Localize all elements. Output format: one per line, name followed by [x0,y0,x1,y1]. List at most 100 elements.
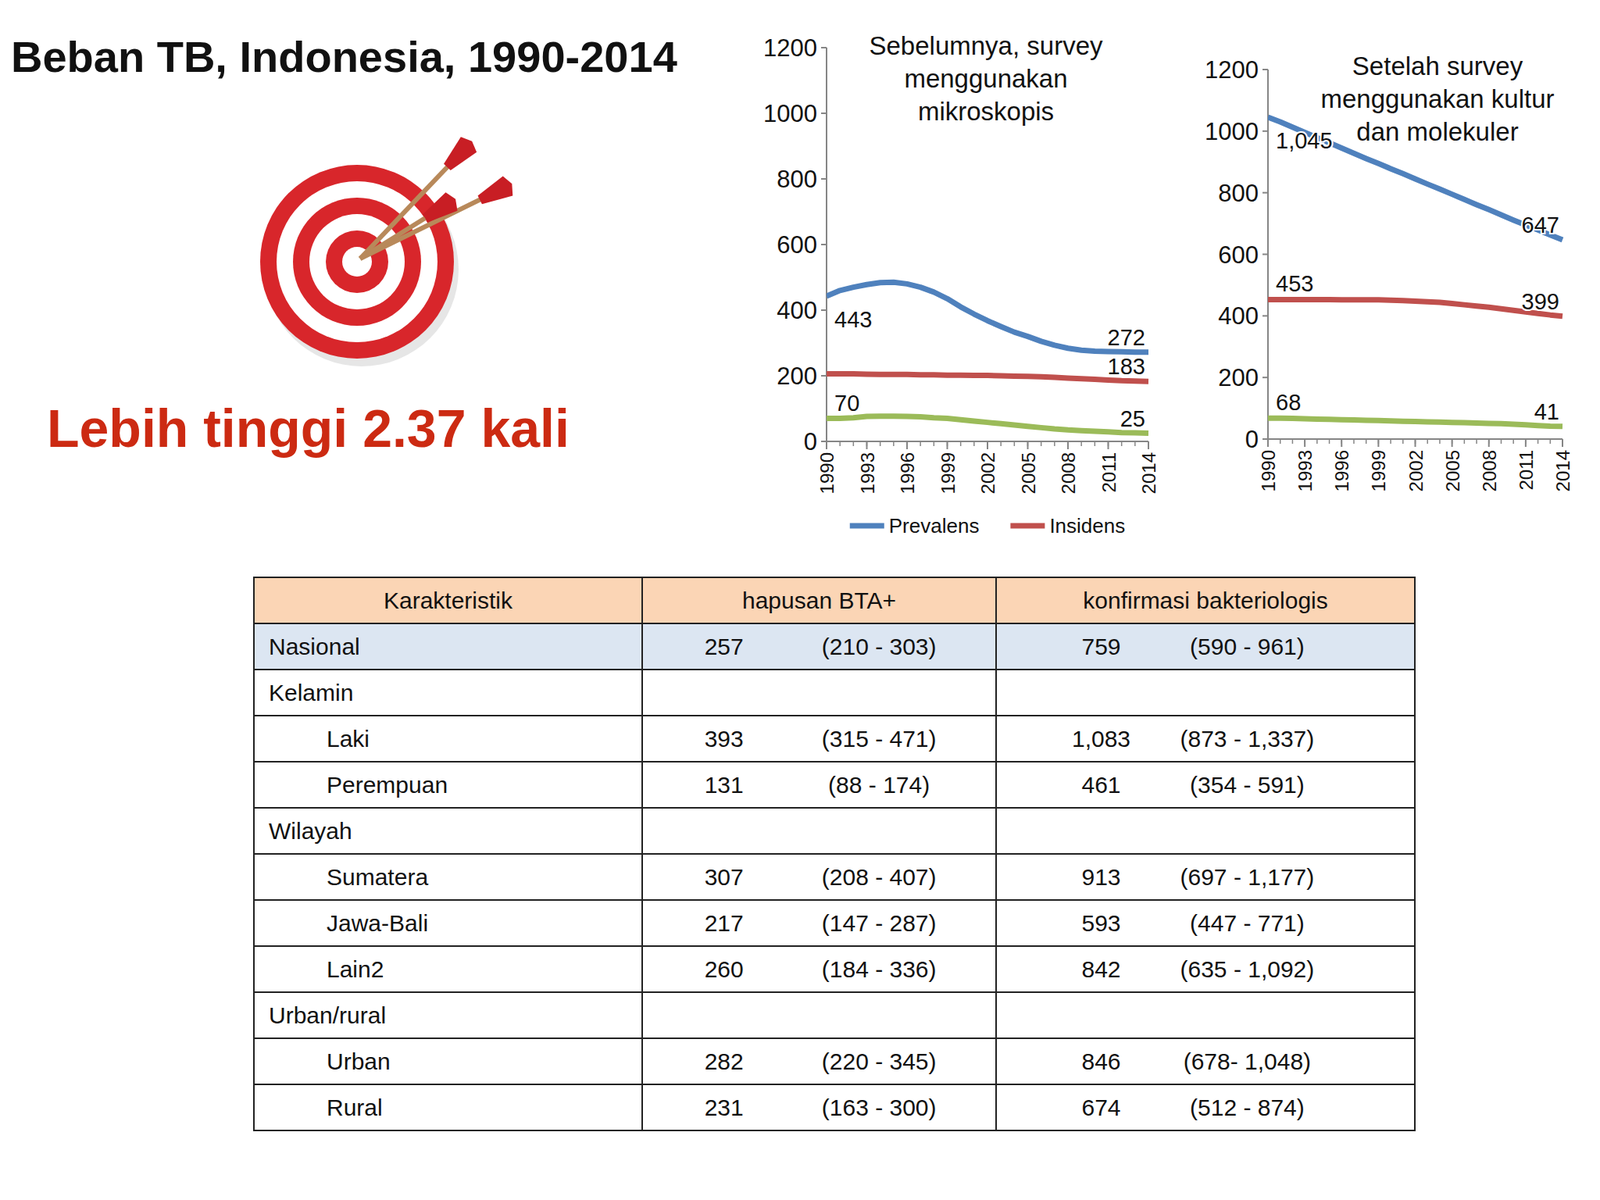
table-row: Urban/rural [253,992,1415,1039]
y-tick-label: 600 [776,231,818,259]
x-tick [1147,441,1150,450]
x-minor-tick [1426,439,1429,444]
x-tick-label: 1993 [1294,450,1316,492]
y-tick [821,375,827,377]
table-row: Rural231(163 - 300)674(512 - 874) [253,1084,1415,1131]
x-tick-label: 1993 [857,452,879,494]
x-minor-tick [1353,439,1355,444]
cell-wrap: Lain2 [254,946,642,992]
icon-fletching [443,136,477,171]
x-minor-tick [1475,439,1478,444]
row-label: Lain2 [326,956,384,983]
row-label-cell: Sumatera [253,853,643,900]
cell-wrap: Kelamin [254,670,642,715]
y-tick-label: 400 [776,296,818,325]
x-tick [866,441,868,450]
y-tick-label: 1000 [763,100,818,128]
value-cell: 231(163 - 300) [642,1084,997,1131]
x-tick [1107,441,1110,450]
x-tick [1303,439,1306,447]
cell-interval: (354 - 591) [1189,771,1305,799]
x-tick-label: 1999 [937,452,959,494]
cell-value: 1,083 [1071,725,1131,753]
value-cell: 307(208 - 407) [642,853,997,900]
x-minor-tick [1500,439,1503,444]
series-group [1267,117,1563,427]
value-cell [996,807,1415,854]
row-label: Wilayah [268,817,353,845]
cell-wrap: 913(697 - 1,177) [996,854,1415,900]
row-label-cell: Urban/rural [253,992,643,1039]
data-label: 41 [1534,399,1560,425]
table-row: Kelamin [253,669,1415,716]
value-cell: 842(635 - 1,092) [996,946,1415,993]
cell-interval: (512 - 874) [1189,1094,1305,1122]
x-tick-label: 2011 [1515,450,1537,491]
data-label: 647 [1521,212,1560,238]
cell-interval: (447 - 771) [1189,910,1305,937]
x-minor-tick [1014,441,1016,447]
row-label: Urban/rural [268,1002,386,1029]
x-tick-label: 2002 [977,452,999,494]
y-tick-label: 1200 [763,34,818,62]
table-row: Laki 393(315 - 471) 1,083 (873 - 1,337) [253,715,1415,762]
y-tick [821,178,827,180]
cell-interval: (220 - 345) [821,1048,937,1075]
table-row: Jawa-Bali217(147 - 287)593(447 - 771) [253,900,1415,947]
x-minor-tick [853,441,855,447]
title-line: dan molekuler [1356,117,1518,147]
cell-wrap: 393(315 - 471) [642,716,996,761]
row-label: Jawa-Bali [326,910,429,937]
cell-wrap: Laki [254,716,642,761]
table-body: Karakteristik hapusan BTA+ konfirmasi bakt… [253,577,1415,1131]
series-line [826,282,1149,352]
legend-swatch [1010,523,1045,529]
cell-wrap: 593(447 - 771) [996,900,1415,946]
cell-wrap: 461(354 - 591) [996,762,1415,808]
x-minor-tick [1439,439,1441,444]
y-tick [1262,68,1268,71]
cell-interval: (184 - 336) [821,956,937,983]
cell-wrap [996,992,1415,1038]
cell-value: 307 [704,864,744,891]
x-minor-tick [879,441,882,447]
y-tick-label: 1200 [1204,56,1259,84]
row-label-cell: Laki [253,715,643,762]
chart: Setelah surveymenggunakan kulturdan mole… [1204,51,1574,492]
cell-wrap: Perempuan [254,762,642,808]
row-label-cell: Lain2 [253,946,643,993]
cell-interval: (873 - 1,337) [1180,725,1315,753]
cell-wrap: 846(678- 1,048) [996,1039,1415,1084]
y-tick [821,309,827,311]
y-tick-label: 800 [776,165,818,193]
cell-wrap: Karakteristik [254,578,642,623]
x-tick-label: 2008 [1057,452,1079,494]
row-label-cell: Rural [253,1084,643,1131]
row-label: Laki [326,725,370,753]
data-label: 183 [1107,353,1146,379]
header-cell: hapusan BTA+ [642,577,997,624]
cell-interval: (678- 1,048) [1183,1048,1311,1075]
data-label: 25 [1120,406,1146,432]
y-tick [821,46,827,49]
x-tick [1451,439,1454,447]
row-label-cell: Perempuan [253,761,643,808]
row-label: Rural [326,1094,383,1122]
y-tick-label: 400 [1217,302,1259,330]
header-cell: konfirmasi bakteriologis [996,577,1415,624]
x-tick-label: 2005 [1017,452,1040,494]
y-tick [1262,192,1268,194]
value-cell: 759(590 - 961) [996,623,1415,670]
chart-title: Setelah surveymenggunakan kulturdan mole… [1320,51,1554,147]
cell-value: 842 [1081,956,1121,983]
x-tick [906,441,908,450]
row-label: Perempuan [326,771,448,799]
header-text: hapusan BTA+ [742,587,897,615]
y-tick [1262,130,1268,133]
series-line [1267,417,1563,427]
cell-wrap: Urban/rural [254,992,642,1038]
icon-fletching [478,175,514,204]
x-tick-label: 1990 [1257,450,1279,492]
cell-interval: (315 - 471) [821,725,937,753]
cell-wrap [642,808,996,854]
